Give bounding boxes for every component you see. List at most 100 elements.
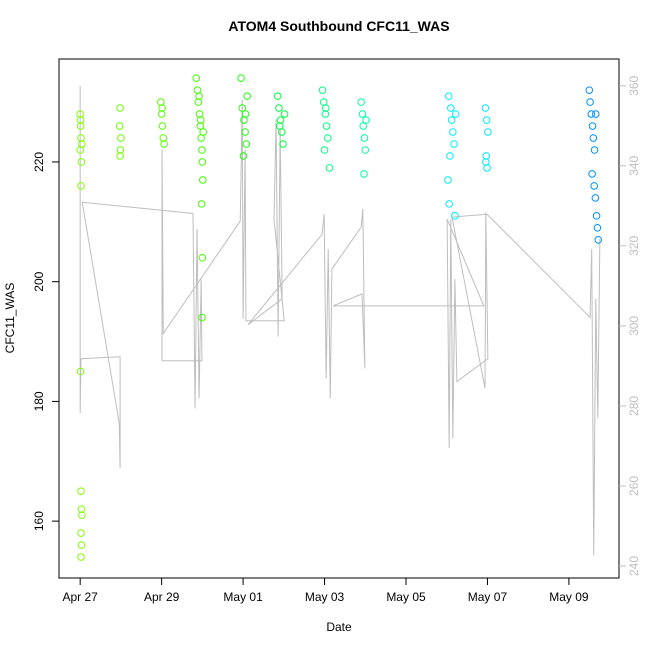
point <box>320 146 329 154</box>
point <box>192 74 201 82</box>
point <box>273 92 282 100</box>
point <box>276 116 285 124</box>
point <box>361 146 370 154</box>
y2-tick-label: 280 <box>627 396 641 416</box>
x-tick-label: May 03 <box>305 590 345 604</box>
point <box>450 140 458 148</box>
x-tick-label: May 09 <box>549 590 589 604</box>
point <box>115 122 124 130</box>
point <box>77 505 86 513</box>
point <box>358 110 367 118</box>
point <box>77 529 85 537</box>
point <box>243 92 251 100</box>
point <box>116 104 124 112</box>
x-axis-label: Date <box>326 620 352 634</box>
point <box>587 110 596 118</box>
point <box>444 176 452 184</box>
y2-tick-label: 320 <box>627 236 641 256</box>
point <box>591 194 600 202</box>
point <box>360 134 369 142</box>
point <box>241 128 249 136</box>
point <box>198 313 206 322</box>
point <box>322 122 331 130</box>
point <box>275 122 284 130</box>
point <box>116 152 124 160</box>
point <box>158 104 166 112</box>
point <box>590 182 598 190</box>
point <box>589 134 598 142</box>
plot-frame <box>58 58 620 579</box>
point <box>77 134 85 142</box>
point <box>275 104 283 112</box>
x-tick-label: Apr 29 <box>144 590 180 604</box>
point <box>77 158 86 166</box>
point <box>449 128 457 136</box>
point <box>482 152 491 160</box>
point <box>321 104 330 112</box>
point <box>585 86 594 94</box>
x-tick-label: May 05 <box>386 590 426 604</box>
point <box>77 553 85 561</box>
point <box>198 176 207 184</box>
point <box>78 511 86 519</box>
y-tick-label: 160 <box>32 511 46 531</box>
point <box>588 122 597 130</box>
point <box>157 110 166 118</box>
point <box>321 110 330 118</box>
point <box>592 212 601 220</box>
point <box>360 170 368 178</box>
point <box>198 253 207 262</box>
point <box>594 235 603 244</box>
point <box>445 200 453 208</box>
point <box>482 116 491 124</box>
point <box>481 104 490 112</box>
point <box>280 110 289 118</box>
point <box>451 110 460 118</box>
y-tick-label: 180 <box>32 391 46 411</box>
point <box>362 116 370 124</box>
point <box>447 116 456 124</box>
point <box>76 367 85 376</box>
point <box>238 104 247 112</box>
x-tick-label: May 01 <box>223 590 263 604</box>
point <box>483 164 491 172</box>
point <box>76 110 84 118</box>
point <box>586 98 594 106</box>
point <box>77 541 86 549</box>
y2-tick-label: 240 <box>627 556 641 576</box>
point <box>359 122 368 130</box>
point <box>195 92 203 100</box>
point <box>446 104 455 112</box>
x-tick-label: May 07 <box>468 590 508 604</box>
point <box>484 128 492 136</box>
point <box>160 140 168 148</box>
point <box>591 110 600 118</box>
point <box>196 122 205 130</box>
point <box>195 110 204 118</box>
point <box>279 140 287 148</box>
point <box>116 146 125 154</box>
point <box>194 98 203 106</box>
point <box>357 98 365 106</box>
point <box>325 164 334 172</box>
point <box>324 134 332 142</box>
point <box>159 134 168 142</box>
point <box>593 224 602 232</box>
point <box>157 98 165 106</box>
point <box>446 152 454 160</box>
point <box>237 74 245 82</box>
point <box>242 140 251 148</box>
point <box>158 122 167 130</box>
point <box>444 92 453 100</box>
point <box>196 116 205 124</box>
y-tick-label: 200 <box>32 271 46 291</box>
chart-title: ATOM4 Southbound CFC11_WAS <box>228 18 449 34</box>
point <box>197 200 206 208</box>
point <box>198 158 207 166</box>
point <box>78 140 86 148</box>
point <box>239 152 248 160</box>
point <box>318 86 327 94</box>
point <box>198 146 206 154</box>
